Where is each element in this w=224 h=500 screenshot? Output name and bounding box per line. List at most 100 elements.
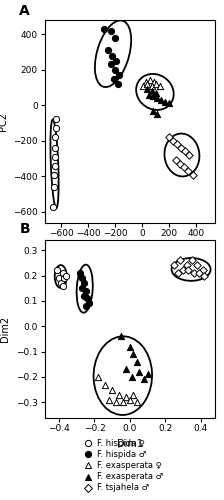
Point [103, 380, 107, 388]
Point [125, 393, 128, 401]
Point [163, 98, 167, 106]
Point [62, 274, 66, 282]
Point [147, 90, 151, 98]
Point [151, 92, 155, 100]
Point [178, 256, 181, 264]
Point [178, 160, 182, 168]
Point [113, 34, 117, 42]
Point [57, 274, 61, 282]
Point [196, 262, 199, 270]
Point [187, 151, 191, 159]
Point [154, 80, 157, 88]
Point [55, 266, 59, 274]
Point [176, 269, 180, 277]
Point [130, 373, 134, 381]
Point [107, 396, 110, 404]
Point [167, 100, 171, 108]
Point [142, 82, 145, 90]
Point [181, 266, 185, 274]
Text: B: B [19, 222, 30, 236]
Point [82, 279, 86, 287]
Point [53, 153, 56, 161]
Point [183, 148, 187, 156]
Point [142, 376, 146, 384]
Point [190, 256, 194, 264]
Point [192, 269, 196, 277]
Point [182, 164, 186, 172]
Y-axis label: PC2: PC2 [0, 112, 8, 130]
X-axis label: Dim1: Dim1 [117, 439, 143, 449]
Point [54, 124, 57, 132]
Point [78, 269, 82, 277]
Point [125, 366, 128, 374]
Point [118, 390, 121, 398]
Point [109, 60, 113, 68]
Point [203, 272, 206, 280]
Point [84, 286, 87, 294]
Point [109, 26, 113, 34]
Point [82, 292, 86, 300]
Point [137, 368, 141, 376]
Point [84, 302, 87, 310]
Point [179, 144, 183, 152]
Point [144, 78, 148, 86]
Point [150, 82, 153, 90]
Point [135, 358, 139, 366]
Point [146, 370, 149, 378]
Point [52, 183, 55, 191]
Point [86, 294, 89, 302]
Point [167, 133, 171, 141]
Point [102, 25, 106, 33]
Point [135, 398, 139, 406]
Point [51, 202, 55, 210]
Point [54, 116, 58, 124]
Point [119, 332, 123, 340]
Point [112, 74, 116, 82]
Point [53, 133, 57, 141]
Point [132, 390, 135, 398]
Y-axis label: Dim2: Dim2 [0, 316, 11, 342]
Point [117, 71, 121, 79]
Point [121, 398, 125, 406]
Point [110, 386, 114, 394]
X-axis label: PC1: PC1 [121, 244, 139, 254]
Point [148, 76, 152, 84]
Point [115, 57, 118, 65]
Point [171, 137, 175, 145]
Point [175, 140, 179, 148]
Point [201, 266, 205, 274]
Point [128, 342, 132, 350]
Point [187, 266, 190, 274]
Point [146, 80, 149, 88]
Point [154, 89, 157, 97]
Point [61, 269, 64, 277]
Point [128, 396, 132, 404]
Point [80, 274, 84, 282]
Point [80, 284, 84, 292]
Text: A: A [19, 4, 30, 18]
Point [87, 300, 91, 308]
Point [192, 170, 195, 178]
Point [186, 167, 190, 175]
Point [155, 94, 159, 102]
Point [174, 156, 178, 164]
Point [146, 86, 149, 94]
Point [151, 106, 155, 114]
Point [153, 78, 156, 86]
Point [96, 373, 100, 381]
Point [52, 170, 56, 178]
Point [150, 87, 153, 95]
Point [172, 262, 176, 270]
Point [53, 144, 57, 152]
Point [116, 80, 120, 88]
Point [158, 82, 162, 90]
Point [59, 279, 62, 287]
Point [106, 46, 110, 54]
Point [155, 110, 159, 118]
Point [197, 269, 201, 277]
Point [64, 272, 68, 280]
Point [113, 66, 117, 74]
Point [132, 350, 135, 358]
Point [159, 96, 163, 104]
Point [111, 52, 114, 60]
